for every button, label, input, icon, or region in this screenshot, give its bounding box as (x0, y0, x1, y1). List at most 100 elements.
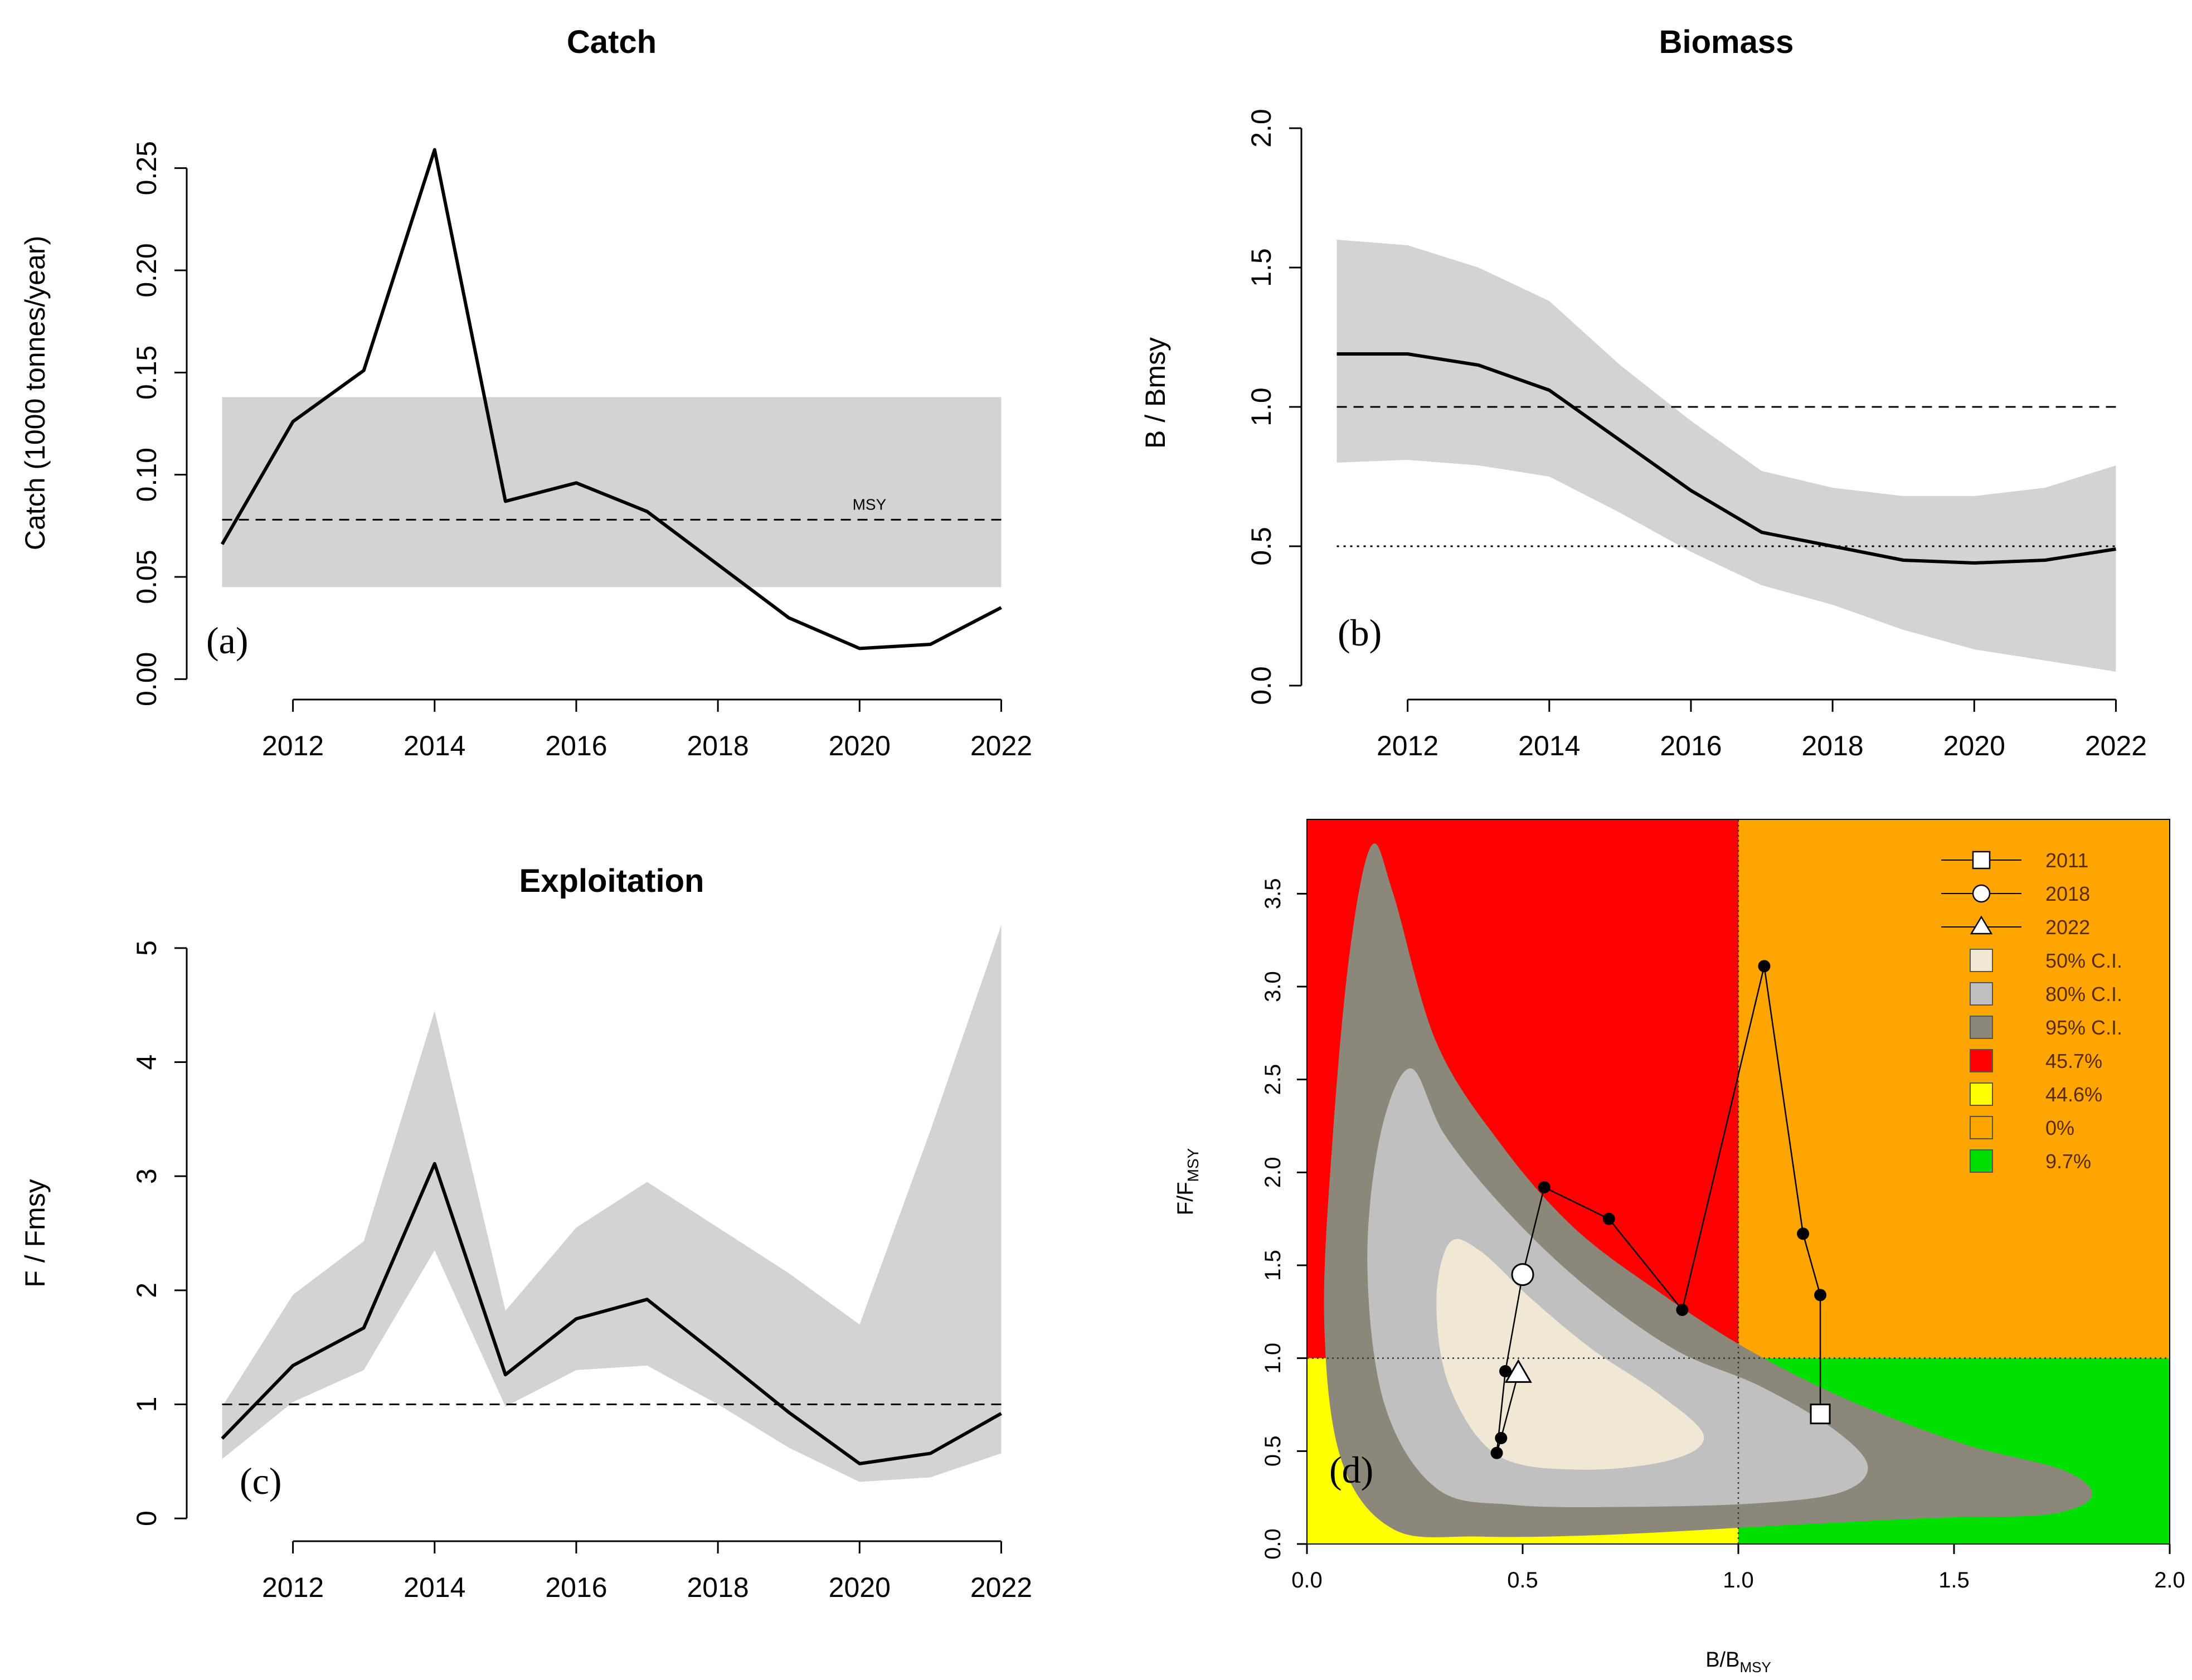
x-tick-label: 2022 (970, 1572, 1032, 1603)
marker-2011 (1810, 1404, 1831, 1425)
panel-label: (b) (1338, 611, 1382, 654)
y-tick-label: 1.0 (1261, 1343, 1285, 1374)
series-line (221, 1162, 1002, 1465)
y-tick-label: 3 (131, 1168, 162, 1184)
trajectory-point (1814, 1289, 1827, 1302)
legend-label: 80% C.I. (2045, 983, 2122, 1006)
y-tick-label: 0.05 (131, 550, 162, 604)
legend-label: 2011 (2045, 849, 2088, 872)
x-tick-label: 2012 (1377, 730, 1438, 761)
chart-title: Catch (567, 24, 657, 60)
trajectory-point (1676, 1304, 1689, 1316)
legend-swatch (1970, 1049, 1993, 1072)
x-tick-label: 2018 (687, 1572, 749, 1603)
legend-item: 95% C.I. (1970, 1016, 2122, 1039)
legend-circle-marker (1972, 884, 1991, 903)
legend-item: 50% C.I. (1970, 949, 2122, 972)
legend-swatch (1970, 949, 1993, 972)
legend-item: 2022 (1941, 915, 2090, 939)
legend-item: 2011 (1941, 849, 2088, 872)
panel-b: 0.0 0.5 1.0 1.5 2.0 2012 2014 2016 2018 2020 2022 B… (1140, 24, 2147, 761)
x-tick-label: 0.0 (1291, 1568, 1323, 1592)
y-tick-label: 0.20 (131, 243, 162, 297)
y-tick-label: 3.0 (1261, 971, 1285, 1002)
confidence-band (222, 397, 1002, 587)
trajectory-point (1495, 1432, 1508, 1444)
x-tick-label: 2016 (545, 730, 607, 761)
confidence-band (222, 925, 1002, 1482)
quadrant-overfishing (1738, 819, 2170, 1358)
y-tick-label: 5 (131, 940, 162, 956)
y-tick-label: 0.25 (131, 141, 162, 195)
legend-square-marker (1972, 851, 1991, 870)
x-tick-label: 2018 (1802, 730, 1864, 761)
y-tick-label: 1 (131, 1397, 162, 1412)
y-tick-label: 0.5 (1246, 527, 1277, 566)
panel-d: 0.0 0.5 1.0 1.5 2.0 2.5 3.0 3.5 0.0 0.5 1.0 1.5 2.0 B… (1173, 819, 2185, 1676)
legend-item: 80% C.I. (1970, 982, 2122, 1006)
y-tick-label: 0.0 (1261, 1528, 1285, 1560)
x-tick-label: 2020 (829, 730, 891, 761)
chart-title: Biomass (1659, 24, 1794, 60)
panel-label: (a) (206, 619, 248, 662)
y-tick-label: 0.5 (1261, 1436, 1285, 1467)
x-tick-label: 2020 (1943, 730, 2005, 761)
x-tick-label: 2018 (687, 730, 749, 761)
x-tick-label: 2012 (262, 1572, 324, 1603)
x-tick-label: 2014 (404, 730, 465, 761)
y-axis-label: F/FMSY (1173, 1148, 1202, 1215)
x-tick-label: 2016 (1660, 730, 1722, 761)
x-tick-label: 2.0 (2154, 1568, 2185, 1592)
legend-label: 50% C.I. (2045, 949, 2122, 972)
legend: 2011 2018 2022 50% C.I. 80% C.I. 95% C.I. 45.7… (1941, 849, 2122, 1173)
legend-swatch (1970, 1116, 1993, 1139)
y-tick-label: 1.0 (1246, 387, 1277, 426)
trajectory-point (1499, 1365, 1512, 1377)
chart-title: Exploitation (519, 863, 704, 899)
legend-swatch (1970, 1016, 1993, 1039)
x-tick-label: 2022 (2085, 730, 2147, 761)
panel-c: 0 1 2 3 4 5 2012 2014 2016 2018 2020 2022 Exploitati… (20, 863, 1032, 1603)
y-tick-label: 0.10 (131, 448, 162, 502)
legend-label: 0% (2045, 1116, 2074, 1139)
series-line (1336, 352, 2116, 565)
x-tick-label: 2016 (545, 1572, 607, 1603)
y-axis-label: F / Fmsy (20, 1179, 51, 1287)
legend-item: 0% (1970, 1116, 2074, 1139)
legend-triangle-marker (1970, 915, 1993, 935)
trajectory-point (1490, 1446, 1503, 1459)
legend-label: 45.7% (2045, 1050, 2102, 1072)
x-tick-label: 2022 (970, 730, 1032, 761)
legend-item: 45.7% (1970, 1049, 2102, 1072)
legend-swatch (1970, 1149, 1993, 1173)
legend-item: 2018 (1941, 882, 2090, 905)
legend-item: 9.7% (1970, 1149, 2091, 1173)
trajectory-point (1758, 960, 1771, 973)
y-tick-label: 0 (131, 1511, 162, 1526)
legend-label: 44.6% (2045, 1083, 2102, 1106)
legend-swatch (1970, 982, 1993, 1006)
legend-label: 2018 (2045, 882, 2090, 905)
x-tick-label: 2014 (1518, 730, 1580, 761)
legend-swatch (1970, 1082, 1993, 1106)
marker-2018 (1511, 1263, 1534, 1286)
y-tick-label: 2 (131, 1283, 162, 1298)
y-tick-label: 2.0 (1246, 109, 1277, 148)
msy-label: MSY (853, 496, 887, 513)
trajectory-point (1797, 1227, 1810, 1240)
marker-2022 (1504, 1359, 1532, 1383)
legend-label: 95% C.I. (2045, 1016, 2122, 1039)
y-axis-label: B / Bmsy (1140, 337, 1171, 449)
x-tick-label: 2014 (404, 1572, 465, 1603)
panel-label: (d) (1329, 1449, 1373, 1491)
x-axis-label: B/BMSY (1705, 1648, 1771, 1676)
panel-label: (c) (240, 1460, 281, 1502)
y-tick-label: 2.5 (1261, 1064, 1285, 1095)
series-line (220, 148, 1002, 650)
legend-label: 2022 (2045, 916, 2090, 939)
y-axis-label: Catch (1000 tonnes/year) (20, 236, 51, 550)
y-tick-label: 0.15 (131, 346, 162, 400)
legend-item: 44.6% (1970, 1082, 2102, 1106)
trajectory-point (1602, 1212, 1615, 1225)
y-tick-label: 1.5 (1246, 248, 1277, 287)
